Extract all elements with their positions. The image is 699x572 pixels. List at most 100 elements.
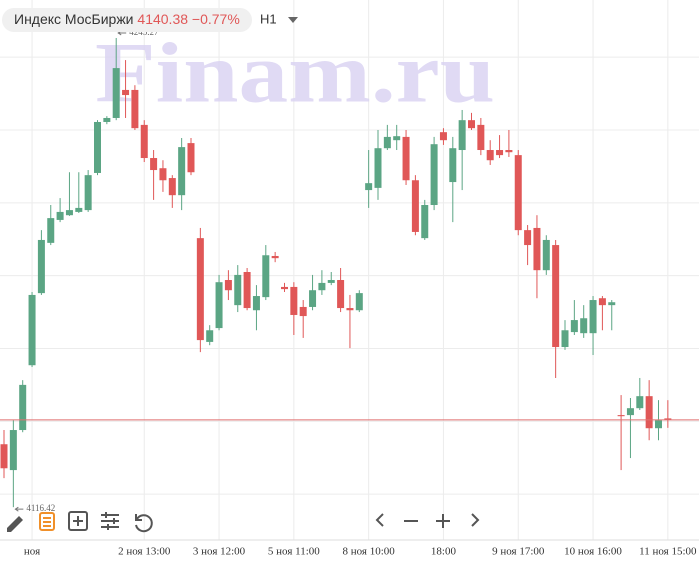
x-tick-label: 10 ноя 16:00 — [564, 546, 622, 558]
candle-body — [402, 136, 410, 181]
candle-body — [608, 302, 616, 306]
candle-body — [309, 290, 317, 307]
x-tick-label: 9 ноя 17:00 — [492, 546, 545, 558]
candle-body — [168, 178, 176, 196]
candle-body — [327, 280, 335, 283]
candle-body — [28, 294, 36, 366]
x-tick-label: 11 ноя 15:00 — [639, 546, 697, 558]
instrument-name: Индекс МосБиржи — [14, 11, 134, 27]
candle-body — [421, 205, 429, 239]
candle-body — [552, 245, 560, 348]
candle-body — [542, 239, 550, 271]
candle-body — [468, 120, 475, 129]
candle-body — [224, 280, 232, 291]
settings-icon[interactable] — [101, 512, 119, 530]
candle-body — [0, 444, 8, 469]
candle-body — [290, 286, 298, 315]
candle-body — [617, 415, 625, 417]
candle-body — [626, 408, 634, 416]
candle-body — [439, 132, 447, 141]
add-icon[interactable] — [68, 511, 88, 531]
candle-body — [664, 418, 672, 420]
x-tick-label: 18:00 — [431, 546, 457, 558]
candle-body — [374, 148, 382, 188]
candle-body — [56, 211, 64, 220]
scroll-right[interactable] — [471, 513, 480, 527]
min-price-label: 4116.42 — [26, 503, 55, 513]
candle-body — [580, 318, 588, 334]
candle-body — [243, 272, 251, 309]
candle-body — [449, 148, 457, 183]
list-icon[interactable] — [39, 512, 55, 531]
x-tick-label: 2 ноя 13:00 — [118, 546, 171, 558]
title: Индекс МосБиржи 4140.38 −0.77% — [14, 11, 240, 27]
x-tick-label: 5 ноя 11:00 — [268, 546, 320, 558]
candle-body — [196, 238, 204, 341]
candle-body — [140, 124, 148, 159]
candle-body — [65, 210, 73, 216]
candle-body — [383, 136, 391, 149]
candle-body — [458, 120, 466, 151]
candle-body — [252, 296, 260, 311]
candle-body — [636, 396, 644, 409]
max-price-label: 4245.27 — [129, 27, 159, 37]
price-change: −0.77% — [192, 11, 240, 27]
candle-body — [47, 218, 55, 243]
min-price-arrow — [14, 506, 24, 512]
dropdown-arrow[interactable] — [288, 17, 298, 23]
candle-body — [645, 396, 653, 429]
header-pill — [2, 8, 252, 32]
candle-body — [355, 293, 363, 311]
candle-body — [524, 230, 532, 246]
candle-body — [75, 207, 83, 212]
candle-body — [411, 180, 419, 232]
x-tick-label: 3 ноя 12:00 — [193, 546, 246, 558]
candle-body — [589, 300, 597, 334]
candle-body — [505, 150, 513, 153]
candle-body — [215, 282, 223, 329]
timeframe[interactable]: H1 — [260, 11, 277, 26]
zoom-in[interactable] — [436, 514, 450, 528]
candle-body — [187, 143, 195, 173]
candle-body — [477, 124, 485, 151]
candle-body — [159, 168, 167, 181]
candle-body — [262, 255, 270, 298]
candle-body — [84, 175, 92, 211]
candle-body — [318, 282, 326, 291]
watermark: Finam.ru — [95, 25, 495, 121]
candle-body — [486, 150, 494, 161]
candle-body — [299, 306, 307, 317]
candle-body — [94, 121, 101, 173]
candle-body — [533, 227, 541, 271]
candle-body — [178, 147, 186, 196]
candle-body — [122, 89, 130, 96]
candle-body — [655, 420, 662, 429]
candle-body — [112, 68, 120, 118]
candle-body — [234, 274, 242, 306]
x-tick-label: 8 ноя 10:00 — [343, 546, 396, 558]
candle-body — [393, 136, 401, 141]
candle-body — [496, 150, 504, 156]
last-price: 4140.38 — [137, 11, 188, 27]
candle-body — [598, 298, 606, 306]
candle-body — [281, 286, 288, 290]
candle-body — [206, 330, 214, 342]
candle-body — [103, 117, 111, 122]
candle-body — [337, 280, 345, 309]
list-lines — [43, 517, 51, 527]
scroll-left[interactable] — [375, 513, 384, 527]
candle-body — [430, 144, 438, 206]
pencil-icon[interactable] — [7, 516, 23, 532]
undo-icon[interactable] — [135, 514, 153, 533]
candle-body — [9, 430, 17, 471]
candle-body — [561, 330, 569, 348]
candle-body — [514, 155, 522, 231]
add-plus — [73, 516, 83, 526]
toolbar — [7, 511, 480, 533]
candle-body — [19, 384, 27, 431]
candle-body — [365, 183, 373, 191]
candle-body — [150, 158, 158, 171]
candle-body — [570, 320, 578, 333]
candle-body — [37, 239, 45, 294]
